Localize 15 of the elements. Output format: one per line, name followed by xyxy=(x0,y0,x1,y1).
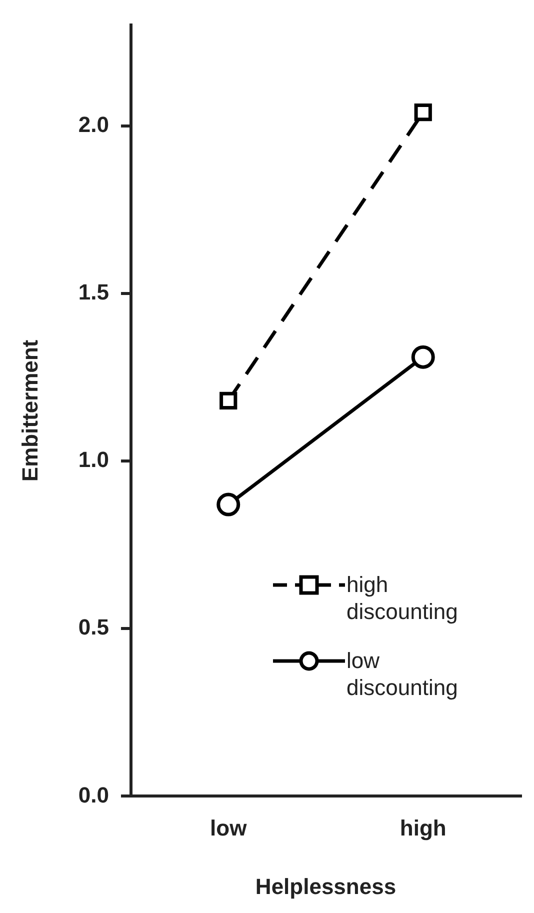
y-tick-label: 2.0 xyxy=(78,112,109,137)
point xyxy=(414,104,432,122)
point xyxy=(216,492,240,516)
x-axis-title: Helplessness xyxy=(255,874,396,899)
y-tick-label: 0.5 xyxy=(78,614,109,640)
y-tick-label: 1.5 xyxy=(78,279,109,304)
legend-label: high discounting xyxy=(346,571,459,626)
x-tick-label: low xyxy=(210,815,248,840)
point xyxy=(411,345,435,369)
y-tick-label: 0.0 xyxy=(78,782,109,808)
x-tick-label: high xyxy=(400,815,446,840)
y-tick-label: 1.0 xyxy=(78,447,109,472)
y-axis-title: Embitterment xyxy=(17,339,42,482)
point xyxy=(220,392,238,410)
legend-label: low discounting xyxy=(346,647,459,702)
